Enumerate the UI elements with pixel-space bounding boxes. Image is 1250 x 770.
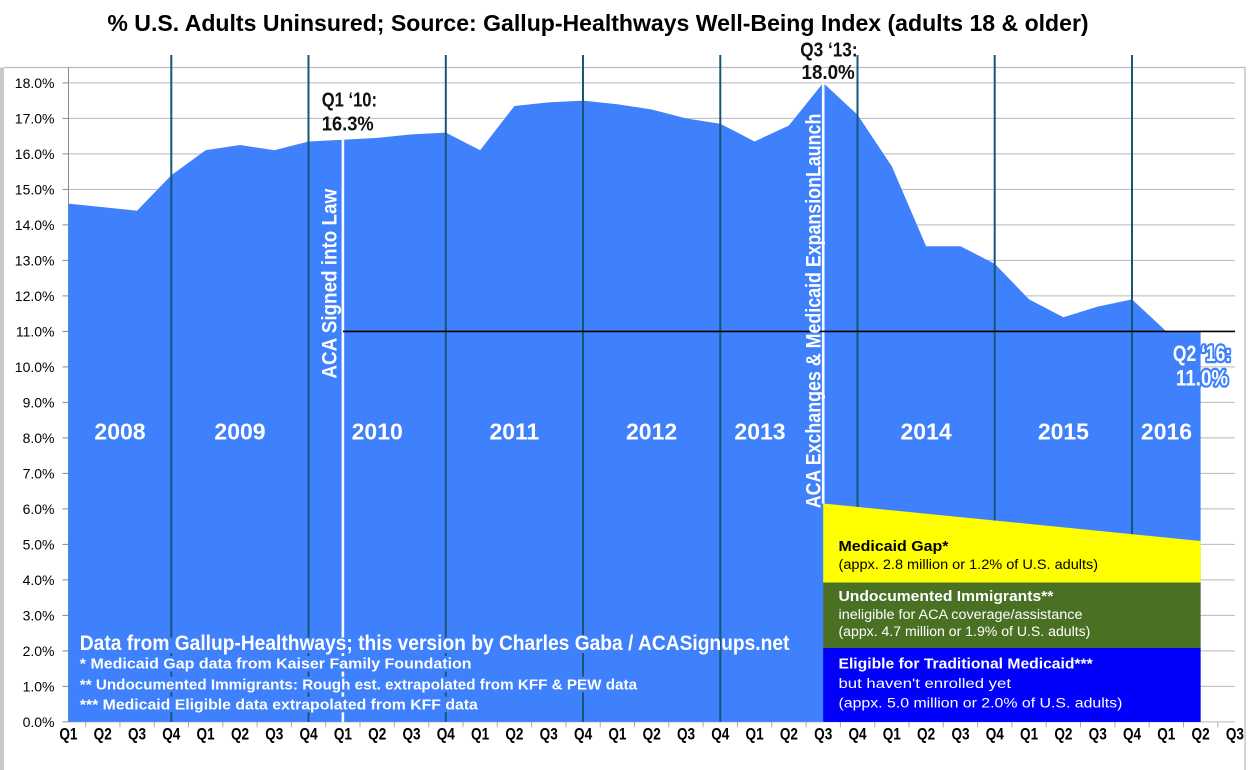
svg-text:Q3: Q3 (1089, 725, 1107, 744)
svg-text:2008: 2008 (94, 419, 145, 445)
svg-text:Q3: Q3 (402, 725, 420, 744)
svg-text:Data from Gallup-Healthways; t: Data from Gallup-Healthways; this versio… (80, 632, 790, 655)
svg-text:Q2: Q2 (231, 725, 249, 744)
svg-text:3.0%: 3.0% (23, 607, 55, 623)
svg-text:18.0%: 18.0% (15, 75, 55, 91)
svg-text:Q1 ‘10:: Q1 ‘10: (322, 88, 377, 111)
svg-text:17.0%: 17.0% (15, 110, 55, 126)
svg-text:2012: 2012 (626, 419, 677, 445)
svg-text:Medicaid Gap*: Medicaid Gap* (839, 539, 950, 555)
svg-text:Q2: Q2 (780, 725, 798, 744)
svg-text:% U.S. Adults Uninsured; Sourc: % U.S. Adults Uninsured; Source: Gallup-… (107, 10, 1088, 36)
svg-text:Q1: Q1 (608, 725, 627, 744)
svg-text:ACA Exchanges & Medicaid Expan: ACA Exchanges & Medicaid ExpansionLaunch (802, 114, 826, 509)
svg-text:2010: 2010 (352, 419, 403, 445)
svg-text:Q1: Q1 (746, 725, 765, 744)
svg-text:Q3: Q3 (951, 725, 969, 744)
svg-text:Q1: Q1 (197, 725, 216, 744)
svg-text:Q1: Q1 (883, 725, 902, 744)
svg-text:10.0%: 10.0% (15, 359, 55, 375)
svg-text:6.0%: 6.0% (23, 501, 55, 517)
svg-text:2014: 2014 (901, 419, 952, 445)
svg-text:Q1: Q1 (1157, 725, 1176, 744)
svg-text:Q2: Q2 (917, 725, 935, 744)
svg-text:1.0%: 1.0% (23, 678, 55, 694)
svg-text:4.0%: 4.0% (23, 572, 55, 588)
svg-text:16.0%: 16.0% (15, 146, 55, 162)
svg-text:Q4: Q4 (162, 725, 181, 744)
svg-text:Q2: Q2 (1192, 725, 1210, 744)
svg-text:Q4: Q4 (711, 725, 730, 744)
svg-text:Q4: Q4 (300, 725, 319, 744)
svg-text:ACA Signed into Law: ACA Signed into Law (318, 188, 341, 378)
svg-text:2013: 2013 (734, 419, 785, 445)
svg-text:11.0%: 11.0% (16, 323, 55, 339)
svg-text:Q1: Q1 (334, 725, 353, 744)
svg-text:Q3 ‘13:: Q3 ‘13: (800, 38, 857, 61)
svg-text:2009: 2009 (214, 419, 265, 445)
svg-text:15.0%: 15.0% (15, 181, 55, 197)
svg-text:Q4: Q4 (437, 725, 456, 744)
svg-text:9.0%: 9.0% (23, 394, 55, 410)
svg-text:14.0%: 14.0% (15, 217, 55, 233)
svg-text:11.0%: 11.0% (1176, 366, 1228, 391)
svg-text:2011: 2011 (489, 419, 539, 445)
svg-text:Q3: Q3 (1226, 725, 1244, 744)
svg-text:Eligible for Traditional Medic: Eligible for Traditional Medicaid*** (839, 656, 1093, 673)
svg-text:Q4: Q4 (574, 725, 593, 744)
svg-text:* Medicaid Gap data from Kaise: * Medicaid Gap data from Kaiser Family F… (80, 656, 472, 672)
svg-text:Q3: Q3 (677, 725, 695, 744)
svg-text:Q1: Q1 (471, 725, 490, 744)
svg-text:Q4: Q4 (1123, 725, 1142, 744)
svg-text:Q3: Q3 (540, 725, 558, 744)
svg-text:2015: 2015 (1038, 419, 1089, 445)
svg-text:Q4: Q4 (848, 725, 867, 744)
svg-text:*** Medicaid Eligible data ext: *** Medicaid Eligible data extrapolated … (80, 697, 478, 714)
svg-text:Q1: Q1 (1020, 725, 1039, 744)
svg-text:but haven't enrolled yet: but haven't enrolled yet (839, 676, 1012, 691)
svg-text:8.0%: 8.0% (23, 430, 55, 446)
svg-text:Q2: Q2 (94, 725, 112, 744)
svg-text:Q3: Q3 (128, 725, 146, 744)
svg-text:Q1: Q1 (59, 725, 78, 744)
svg-text:2.0%: 2.0% (23, 643, 55, 659)
svg-text:5.0%: 5.0% (23, 536, 55, 552)
svg-text:Q3: Q3 (814, 725, 832, 744)
svg-text:(appx. 5.0 million or 2.0% of: (appx. 5.0 million or 2.0% of U.S. adult… (839, 695, 1123, 711)
svg-text:18.0%: 18.0% (802, 62, 855, 85)
svg-text:7.0%: 7.0% (23, 465, 55, 481)
svg-text:Q2 ‘16:: Q2 ‘16: (1173, 342, 1231, 366)
svg-text:16.3%: 16.3% (322, 114, 374, 136)
svg-text:(appx. 2.8 million or 1.2% of: (appx. 2.8 million or 1.2% of U.S. adult… (839, 557, 1099, 573)
svg-text:(appx. 4.7 million or 1.9% of: (appx. 4.7 million or 1.9% of U.S. adult… (839, 623, 1091, 639)
svg-text:2016: 2016 (1141, 419, 1192, 445)
svg-text:12.0%: 12.0% (15, 288, 55, 304)
svg-text:Q2: Q2 (643, 725, 661, 744)
svg-text:Q2: Q2 (368, 725, 386, 744)
svg-text:Q2: Q2 (1054, 725, 1072, 744)
svg-text:Q3: Q3 (265, 725, 283, 744)
svg-text:Q4: Q4 (986, 725, 1005, 744)
svg-text:Undocumented Immigrants**: Undocumented Immigrants** (839, 588, 1054, 605)
svg-text:13.0%: 13.0% (15, 252, 55, 268)
svg-text:ineligible for ACA coverage/as: ineligible for ACA coverage/assistance (839, 607, 1083, 623)
svg-text:Q2: Q2 (505, 725, 523, 744)
svg-text:** Undocumented Immigrants: Ro: ** Undocumented Immigrants: Rough est. e… (80, 676, 638, 693)
svg-text:0.0%: 0.0% (23, 714, 55, 730)
